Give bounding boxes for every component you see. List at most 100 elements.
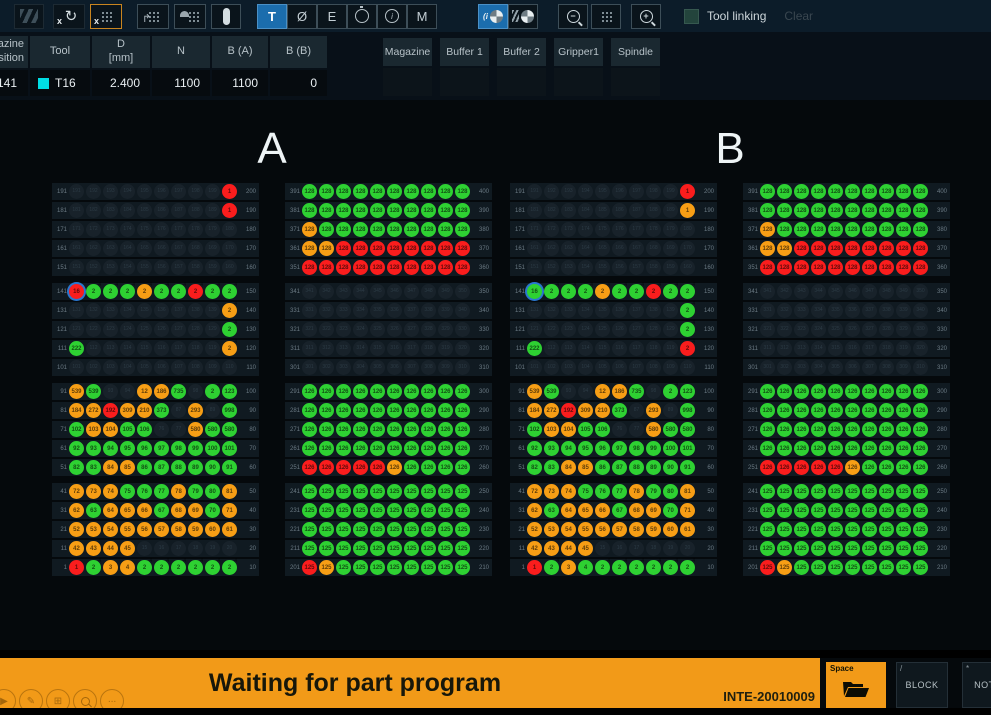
tool-pocket[interactable]: 106 <box>595 422 610 437</box>
tool-pocket[interactable]: 163 <box>561 241 576 256</box>
pie-stripes-view-button[interactable] <box>508 3 538 29</box>
tool-pocket[interactable]: 187 <box>171 203 186 218</box>
tool-pocket[interactable]: 126 <box>794 460 809 475</box>
tool-pocket[interactable]: 323 <box>794 322 809 337</box>
tool-pocket[interactable]: 109 <box>205 360 220 375</box>
tool-pocket[interactable]: 126 <box>387 384 402 399</box>
tool-pocket[interactable]: 125 <box>811 522 826 537</box>
tool-pocket[interactable]: 324 <box>353 322 368 337</box>
tool-pocket[interactable]: 314 <box>353 341 368 356</box>
tool-pocket[interactable]: 53 <box>544 522 559 537</box>
tool-pocket[interactable]: 53 <box>86 522 101 537</box>
tool-pocket[interactable]: 998 <box>680 403 695 418</box>
tool-pocket[interactable]: 335 <box>828 303 843 318</box>
tool-pocket[interactable]: 301 <box>760 360 775 375</box>
tool-pocket[interactable]: 126 <box>794 441 809 456</box>
view-diameter-button[interactable]: Ø <box>287 3 317 29</box>
tool-pocket[interactable]: 322 <box>319 322 334 337</box>
tool-pocket[interactable]: 19 <box>205 541 220 556</box>
tool-pocket[interactable]: 103 <box>86 422 101 437</box>
tool-pocket[interactable]: 126 <box>862 422 877 437</box>
tool-pocket[interactable]: 320 <box>913 341 928 356</box>
tool-pocket[interactable]: 346 <box>845 284 860 299</box>
tool-pocket[interactable]: 122 <box>86 322 101 337</box>
tool-pocket[interactable]: 97 <box>154 441 169 456</box>
tool-pocket[interactable]: 199 <box>663 184 678 199</box>
tool-pocket[interactable]: 178 <box>188 222 203 237</box>
tool-pocket[interactable]: 126 <box>777 384 792 399</box>
tool-pocket[interactable]: 102 <box>527 422 542 437</box>
transfer-stripes-button[interactable] <box>14 3 44 29</box>
tool-pocket[interactable]: 104 <box>103 422 118 437</box>
tool-pocket[interactable]: 172 <box>544 222 559 237</box>
tool-pocket[interactable]: 59 <box>188 522 203 537</box>
tool-pocket[interactable]: 117 <box>171 341 186 356</box>
tool-pocket[interactable]: 126 <box>370 403 385 418</box>
tool-pocket[interactable]: 15 <box>595 541 610 556</box>
tool-pocket[interactable]: 167 <box>171 241 186 256</box>
tool-pocket[interactable]: 125 <box>319 503 334 518</box>
tool-pocket[interactable]: 302 <box>777 360 792 375</box>
tool-pocket[interactable]: 128 <box>913 260 928 275</box>
tool-pocket[interactable]: 126 <box>913 422 928 437</box>
tool-pocket[interactable]: 308 <box>421 360 436 375</box>
tool-pocket[interactable]: 112 <box>86 341 101 356</box>
tool-pocket[interactable]: 128 <box>438 241 453 256</box>
tool-pocket[interactable]: 128 <box>794 184 809 199</box>
tool-pocket[interactable]: 126 <box>760 403 775 418</box>
tool-pocket[interactable]: 179 <box>663 222 678 237</box>
tool-pocket[interactable]: 125 <box>845 484 860 499</box>
tool-pocket[interactable]: 126 <box>777 441 792 456</box>
tool-pocket[interactable]: 158 <box>188 260 203 275</box>
tool-pocket[interactable]: 128 <box>302 184 317 199</box>
tool-pocket[interactable]: 194 <box>120 184 135 199</box>
tool-pocket[interactable]: 89 <box>663 403 678 418</box>
tool-pocket[interactable]: 110 <box>680 360 695 375</box>
tool-pocket[interactable]: 187 <box>629 203 644 218</box>
tool-pocket[interactable]: 128 <box>862 184 877 199</box>
tool-pocket[interactable]: 159 <box>663 260 678 275</box>
tool-pocket[interactable]: 52 <box>527 522 542 537</box>
tool-pocket[interactable]: 126 <box>811 441 826 456</box>
tool-pocket[interactable]: 339 <box>438 303 453 318</box>
tool-pocket[interactable]: 332 <box>777 303 792 318</box>
tool-pocket[interactable]: 125 <box>828 560 843 575</box>
tool-pocket[interactable]: 128 <box>319 203 334 218</box>
tool-pocket[interactable]: 132 <box>544 303 559 318</box>
tool-pocket[interactable]: 125 <box>913 522 928 537</box>
tool-pocket[interactable]: 113 <box>103 341 118 356</box>
tool-pocket[interactable]: 126 <box>387 422 402 437</box>
tool-pocket[interactable]: 186 <box>612 203 627 218</box>
tool-pocket[interactable]: 128 <box>370 241 385 256</box>
tool-pocket[interactable]: 342 <box>777 284 792 299</box>
tool-pocket[interactable]: 125 <box>862 503 877 518</box>
tool-pocket[interactable]: 128 <box>862 241 877 256</box>
zoom-out-button[interactable]: − <box>558 3 588 29</box>
tool-pocket[interactable]: 328 <box>421 322 436 337</box>
tool-pocket[interactable]: 60 <box>663 522 678 537</box>
tool-pocket[interactable]: 119 <box>663 341 678 356</box>
tool-pocket[interactable]: 128 <box>387 203 402 218</box>
tool-pocket[interactable]: 103 <box>103 360 118 375</box>
tool-pocket[interactable]: 128 <box>455 260 470 275</box>
tool-pocket[interactable]: 320 <box>455 341 470 356</box>
tool-pocket[interactable]: 115 <box>595 341 610 356</box>
tool-pocket[interactable]: 3 <box>561 560 576 575</box>
tool-pocket[interactable]: 96 <box>595 441 610 456</box>
tool-pocket[interactable]: 119 <box>205 341 220 356</box>
tool-pocket[interactable]: 125 <box>913 560 928 575</box>
tool-pocket[interactable]: 103 <box>544 422 559 437</box>
tool-pocket[interactable]: 331 <box>302 303 317 318</box>
tool-pocket[interactable]: 128 <box>455 222 470 237</box>
tool-pocket[interactable]: 125 <box>387 522 402 537</box>
tool-pocket[interactable]: 57 <box>612 522 627 537</box>
tool-pocket[interactable]: 67 <box>612 503 627 518</box>
tool-pocket[interactable]: 198 <box>188 184 203 199</box>
tool-pocket[interactable]: 128 <box>777 184 792 199</box>
